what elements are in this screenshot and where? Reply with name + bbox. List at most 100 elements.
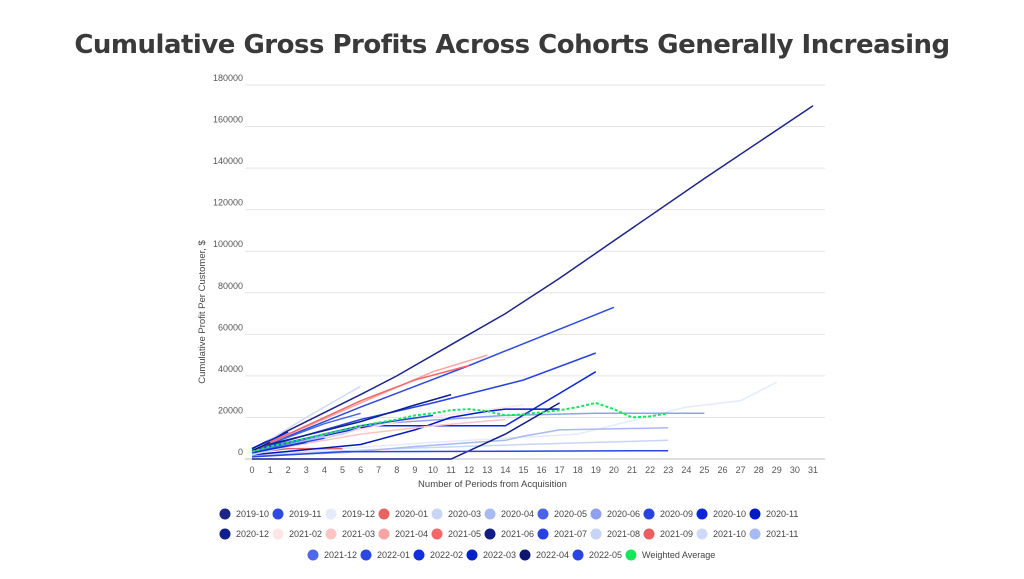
legend-swatch <box>219 528 231 540</box>
y-tick-label: 80000 <box>218 281 243 291</box>
legend-item[interactable]: 2021-03 <box>325 528 376 540</box>
legend-swatch <box>431 508 443 520</box>
x-tick-label: 6 <box>358 465 363 475</box>
legend-item[interactable]: 2021-09 <box>643 528 694 540</box>
series-line-2019-12 <box>251 381 778 456</box>
legend-label: 2020-09 <box>660 509 693 519</box>
legend-swatch <box>625 549 637 561</box>
x-tick-label: 0 <box>249 465 254 475</box>
legend-label: 2022-05 <box>589 550 622 560</box>
legend-label: 2021-04 <box>395 529 428 539</box>
legend-swatch <box>484 528 496 540</box>
legend-swatch <box>696 528 708 540</box>
legend-item[interactable]: 2022-01 <box>360 549 411 561</box>
legend-item[interactable]: 2020-10 <box>696 508 747 520</box>
legend-swatch <box>749 508 761 520</box>
legend-item[interactable]: 2019-12 <box>325 508 376 520</box>
legend-swatch <box>484 508 496 520</box>
legend-label: 2019-10 <box>236 509 269 519</box>
legend-item[interactable]: 2020-11 <box>749 508 799 520</box>
x-tick-label: 17 <box>555 465 565 475</box>
legend-swatch <box>378 528 390 540</box>
legend-item[interactable]: 2021-10 <box>696 528 747 540</box>
series-line-2022-05 <box>251 449 669 458</box>
series-line-2022-02 <box>251 441 307 454</box>
legend-item[interactable]: 2021-06 <box>484 528 535 540</box>
legend-label: 2020-10 <box>713 509 746 519</box>
x-tick-label: 24 <box>681 465 691 475</box>
x-tick-label: 5 <box>340 465 345 475</box>
legend-label: 2020-06 <box>607 509 640 519</box>
series-line-2022-03 <box>251 431 289 450</box>
legend-swatch <box>413 549 425 561</box>
x-tick-label: 21 <box>627 465 637 475</box>
x-tick-label: 15 <box>518 465 528 475</box>
legend-swatch <box>378 508 390 520</box>
legend-label: 2020-11 <box>766 509 798 519</box>
y-tick-label: 100000 <box>213 239 243 249</box>
legend-swatch <box>219 508 231 520</box>
x-tick-label: 9 <box>412 465 417 475</box>
legend-swatch <box>643 528 655 540</box>
legend-item[interactable]: 2020-01 <box>378 508 429 520</box>
x-tick-label: 12 <box>464 465 474 475</box>
series-line-2021-03 <box>251 418 506 454</box>
legend-item[interactable]: 2022-04 <box>519 549 570 561</box>
legend-item[interactable]: 2021-05 <box>431 528 482 540</box>
legend-item[interactable]: 2020-04 <box>484 508 535 520</box>
x-tick-label: 29 <box>772 465 782 475</box>
y-tick-label: 120000 <box>213 198 243 208</box>
x-tick-label: 28 <box>754 465 764 475</box>
legend-swatch <box>325 528 337 540</box>
y-tick-label: 20000 <box>218 405 243 415</box>
legend-item[interactable]: 2019-11 <box>272 508 322 520</box>
x-tick-label: 25 <box>699 465 709 475</box>
x-tick-label: 30 <box>790 465 800 475</box>
legend-swatch <box>643 508 655 520</box>
legend-label: 2022-01 <box>377 550 410 560</box>
y-tick-label: 0 <box>238 447 243 457</box>
legend-item[interactable]: 2021-11 <box>749 528 799 540</box>
legend-item[interactable]: 2021-12 <box>307 549 358 561</box>
legend-item[interactable]: 2020-06 <box>590 508 641 520</box>
legend-item[interactable]: 2020-05 <box>537 508 588 520</box>
legend-label: 2021-08 <box>607 529 640 539</box>
legend-label: 2021-10 <box>713 529 746 539</box>
legend-label: Weighted Average <box>642 550 715 560</box>
legend-item[interactable]: 2022-05 <box>572 549 623 561</box>
x-tick-label: 10 <box>428 465 438 475</box>
legend-item[interactable]: 2020-09 <box>643 508 694 520</box>
legend-label: 2019-11 <box>289 509 321 519</box>
legend-label: 2022-02 <box>430 550 463 560</box>
legend-label: 2021-05 <box>448 529 481 539</box>
legend-item[interactable]: 2019-10 <box>219 508 270 520</box>
legend-item[interactable]: Weighted Average <box>625 549 716 561</box>
legend-swatch <box>325 508 337 520</box>
legend-item[interactable]: 2021-07 <box>537 528 588 540</box>
legend-item[interactable]: 2022-03 <box>466 549 517 561</box>
series-line-2019-10 <box>251 105 814 450</box>
series-line-2020-11 <box>251 408 560 456</box>
legend-item[interactable]: 2021-02 <box>272 528 323 540</box>
legend-item[interactable]: 2022-02 <box>413 549 464 561</box>
y-tick-label: 160000 <box>213 115 243 125</box>
x-tick-label: 14 <box>500 465 510 475</box>
legend-item[interactable]: 2020-03 <box>431 508 482 520</box>
legend-item[interactable]: 2021-04 <box>378 528 429 540</box>
series-line-weighted-average <box>251 401 669 453</box>
legend-item[interactable]: 2021-08 <box>590 528 641 540</box>
legend-item[interactable]: 2020-12 <box>219 528 270 540</box>
legend-label: 2020-04 <box>501 509 534 519</box>
legend-swatch <box>431 528 443 540</box>
legend-swatch <box>537 508 549 520</box>
x-tick-label: 16 <box>537 465 547 475</box>
series-line-2021-05 <box>251 364 470 452</box>
legend-label: 2020-03 <box>448 509 481 519</box>
legend-swatch <box>696 508 708 520</box>
x-tick-label: 19 <box>591 465 601 475</box>
legend-swatch <box>272 528 284 540</box>
legend-swatch <box>590 508 602 520</box>
chart-title: Cumulative Gross Profits Across Cohorts … <box>74 30 950 60</box>
y-tick-label: 40000 <box>218 364 243 374</box>
